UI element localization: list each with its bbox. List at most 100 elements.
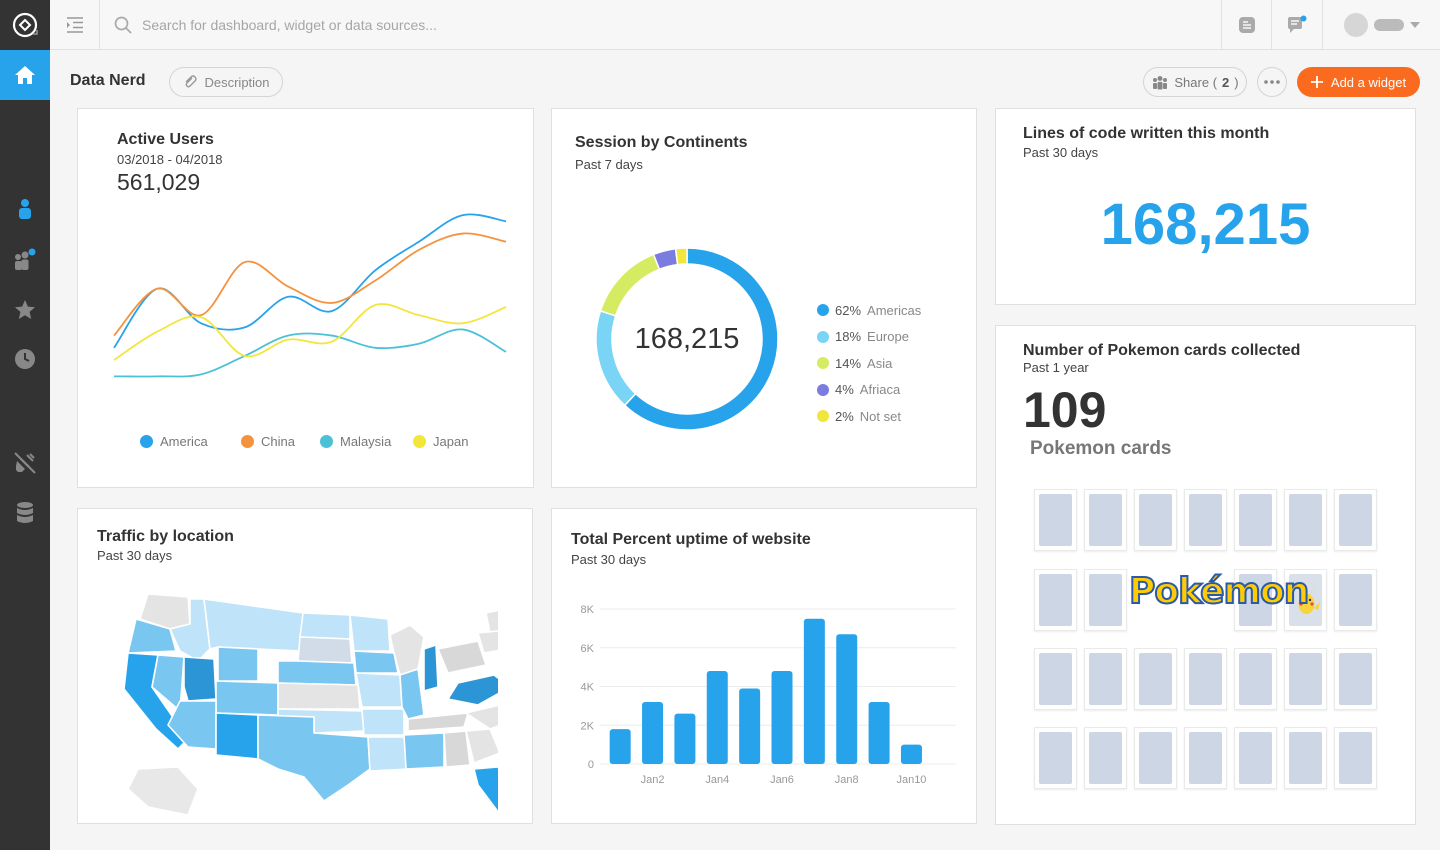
pokemon-card[interactable] bbox=[1034, 489, 1077, 551]
pokemon-card[interactable] bbox=[1084, 489, 1127, 551]
widget-uptime[interactable]: Total Percent uptime of website Past 30 … bbox=[551, 508, 977, 824]
map-state bbox=[277, 660, 357, 686]
pokemon-card[interactable] bbox=[1334, 489, 1377, 551]
legend-item[interactable]: America bbox=[140, 434, 208, 449]
add-widget-label: Add a widget bbox=[1330, 74, 1407, 90]
share-button[interactable]: Share ( 2 ) bbox=[1143, 67, 1247, 97]
pokemon-card[interactable] bbox=[1234, 727, 1277, 789]
logo-icon bbox=[12, 12, 38, 38]
pokemon-card[interactable] bbox=[1184, 489, 1227, 551]
pokemon-card[interactable] bbox=[1234, 648, 1277, 710]
widget-active-users[interactable]: Active Users 03/2018 - 04/2018 561,029 A… bbox=[77, 108, 534, 488]
bar[interactable] bbox=[803, 618, 825, 764]
pokemon-card[interactable] bbox=[1134, 489, 1177, 551]
widget-traffic-location[interactable]: Traffic by location Past 30 days bbox=[77, 508, 533, 824]
add-widget-button[interactable]: Add a widget bbox=[1297, 67, 1420, 97]
bar[interactable] bbox=[674, 713, 696, 764]
bar[interactable] bbox=[900, 744, 922, 764]
map-state bbox=[353, 650, 399, 674]
app-logo[interactable] bbox=[0, 0, 50, 50]
pokemon-card-pikachu[interactable] bbox=[1284, 569, 1327, 631]
user-menu[interactable] bbox=[1322, 0, 1440, 50]
pokemon-card[interactable] bbox=[1084, 569, 1127, 631]
bar[interactable] bbox=[706, 671, 728, 764]
widget-subtitle: Past 1 year bbox=[1023, 360, 1089, 375]
map-state bbox=[465, 704, 498, 730]
more-dots-icon bbox=[1264, 80, 1280, 84]
legend-item[interactable]: 62% Americas bbox=[817, 297, 921, 324]
bar[interactable] bbox=[609, 729, 631, 764]
x-tick-label: Jan8 bbox=[835, 774, 859, 786]
map-state bbox=[355, 672, 403, 708]
pokemon-card[interactable] bbox=[1284, 648, 1327, 710]
card-face bbox=[1289, 574, 1322, 626]
card-face bbox=[1189, 494, 1222, 546]
pokemon-card[interactable] bbox=[1084, 648, 1127, 710]
bar[interactable] bbox=[739, 688, 761, 764]
legend-percent: 2% bbox=[835, 408, 854, 424]
pokemon-card[interactable] bbox=[1084, 727, 1127, 789]
donut-slice-asia[interactable] bbox=[599, 253, 661, 317]
y-tick-label: 2K bbox=[581, 720, 595, 732]
bar[interactable] bbox=[771, 671, 793, 764]
search-bar bbox=[114, 14, 814, 36]
line-series-malaysia bbox=[113, 328, 507, 378]
card-face bbox=[1339, 494, 1372, 546]
pokemon-card[interactable] bbox=[1284, 727, 1327, 789]
more-options-button[interactable] bbox=[1257, 67, 1287, 97]
pokemon-count: 109 bbox=[1023, 382, 1107, 438]
search-input[interactable] bbox=[142, 17, 742, 33]
notifications-button[interactable] bbox=[1271, 0, 1321, 50]
sidebar-item-history[interactable] bbox=[0, 344, 50, 374]
pokemon-card[interactable] bbox=[1134, 648, 1177, 710]
legend-item[interactable]: 4% Afriaca bbox=[817, 377, 921, 404]
pokemon-card[interactable] bbox=[1034, 648, 1077, 710]
bar[interactable] bbox=[868, 702, 890, 764]
pokemon-card[interactable] bbox=[1184, 727, 1227, 789]
legend-item[interactable]: 18% Europe bbox=[817, 324, 921, 351]
sidebar-item-datasources[interactable] bbox=[0, 498, 50, 528]
donut-slice-not-set[interactable] bbox=[674, 247, 688, 266]
sidebar-item-favorites[interactable] bbox=[0, 295, 50, 325]
sidebar-item-user[interactable] bbox=[0, 194, 50, 224]
sidebar-item-home[interactable] bbox=[0, 50, 50, 100]
map-state bbox=[215, 712, 259, 760]
sidebar-item-team[interactable] bbox=[0, 244, 50, 274]
legend-item[interactable]: 14% Asia bbox=[817, 350, 921, 377]
menu-toggle-button[interactable] bbox=[50, 0, 100, 50]
description-button[interactable]: Description bbox=[169, 67, 283, 97]
legend-item[interactable]: China bbox=[241, 434, 295, 449]
pokemon-card[interactable] bbox=[1184, 648, 1227, 710]
legend-item[interactable]: 2% Not set bbox=[817, 403, 921, 430]
map-state bbox=[477, 630, 498, 654]
pokemon-card[interactable] bbox=[1134, 727, 1177, 789]
legend-dot bbox=[320, 435, 333, 448]
legend-item[interactable]: Malaysia bbox=[320, 434, 391, 449]
card-face bbox=[1039, 653, 1072, 705]
pokemon-card[interactable] bbox=[1034, 569, 1077, 631]
widget-lines-of-code[interactable]: Lines of code written this month Past 30… bbox=[995, 108, 1416, 305]
blog-button[interactable] bbox=[1221, 0, 1271, 50]
map-state bbox=[403, 732, 445, 770]
card-face bbox=[1139, 732, 1172, 784]
bar[interactable] bbox=[642, 702, 664, 764]
pokemon-card[interactable] bbox=[1034, 727, 1077, 789]
blog-icon bbox=[1238, 17, 1255, 33]
pokemon-card[interactable] bbox=[1334, 569, 1377, 631]
chat-notification-icon bbox=[1287, 15, 1306, 33]
card-face bbox=[1239, 732, 1272, 784]
pokemon-card[interactable] bbox=[1334, 648, 1377, 710]
widget-pokemon-cards[interactable]: Number of Pokemon cards collected Past 1… bbox=[995, 325, 1416, 825]
pokemon-card[interactable] bbox=[1234, 569, 1277, 631]
sidebar-item-plugins[interactable] bbox=[0, 448, 50, 478]
bar[interactable] bbox=[836, 634, 858, 764]
pokemon-card[interactable] bbox=[1284, 489, 1327, 551]
legend-dot bbox=[817, 383, 829, 396]
legend-label: Americas bbox=[867, 302, 922, 318]
map-state bbox=[443, 730, 471, 768]
pokemon-card[interactable] bbox=[1234, 489, 1277, 551]
share-label: Share ( bbox=[1174, 74, 1218, 90]
legend-item[interactable]: Japan bbox=[413, 434, 468, 449]
pokemon-card[interactable] bbox=[1334, 727, 1377, 789]
widget-session-continents[interactable]: Session by Continents Past 7 days 168,21… bbox=[551, 108, 977, 488]
